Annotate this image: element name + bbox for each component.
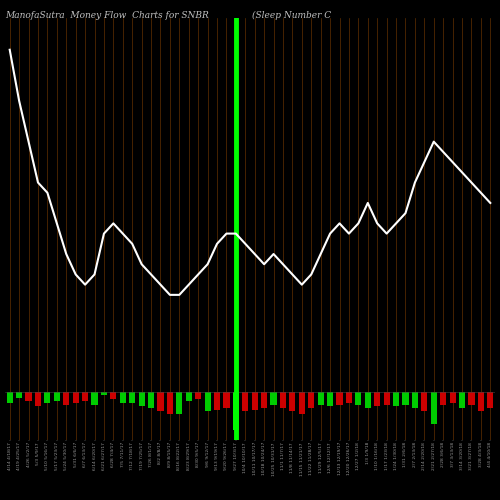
Bar: [280, 392, 286, 407]
Bar: [176, 392, 182, 414]
Bar: [224, 392, 230, 407]
Bar: [148, 392, 154, 407]
Bar: [204, 392, 210, 411]
Bar: [158, 392, 164, 411]
Bar: [261, 392, 267, 407]
Bar: [308, 392, 314, 407]
Bar: [459, 392, 465, 407]
Bar: [110, 392, 116, 400]
Bar: [233, 392, 239, 430]
Bar: [356, 392, 362, 404]
Bar: [167, 392, 173, 414]
Bar: [299, 392, 305, 414]
Bar: [346, 392, 352, 403]
Bar: [195, 392, 201, 400]
Bar: [138, 392, 144, 406]
Bar: [374, 392, 380, 406]
Bar: [101, 392, 107, 395]
Bar: [186, 392, 192, 402]
Bar: [44, 392, 51, 403]
Bar: [336, 392, 342, 404]
Bar: [478, 392, 484, 411]
Bar: [422, 392, 428, 411]
Bar: [120, 392, 126, 403]
Text: ManofaSutra  Money Flow  Charts for SNBR: ManofaSutra Money Flow Charts for SNBR: [5, 11, 209, 20]
Bar: [6, 392, 13, 403]
Bar: [430, 392, 437, 424]
Bar: [402, 392, 408, 404]
Bar: [214, 392, 220, 409]
Bar: [384, 392, 390, 404]
Bar: [412, 392, 418, 407]
Bar: [26, 392, 32, 402]
Bar: [35, 392, 41, 406]
Bar: [450, 392, 456, 403]
Bar: [270, 392, 276, 404]
Bar: [92, 392, 98, 404]
Bar: [252, 392, 258, 409]
Bar: [487, 392, 494, 407]
Text: (Sleep Number C: (Sleep Number C: [252, 11, 332, 20]
Bar: [16, 392, 22, 398]
Bar: [327, 392, 333, 406]
Bar: [129, 392, 136, 403]
Bar: [72, 392, 78, 403]
Bar: [63, 392, 70, 404]
Bar: [468, 392, 474, 404]
Bar: [290, 392, 296, 411]
Bar: [440, 392, 446, 404]
Bar: [82, 392, 88, 402]
Bar: [318, 392, 324, 404]
Bar: [242, 392, 248, 411]
Bar: [364, 392, 371, 407]
Bar: [393, 392, 399, 406]
Bar: [54, 392, 60, 402]
